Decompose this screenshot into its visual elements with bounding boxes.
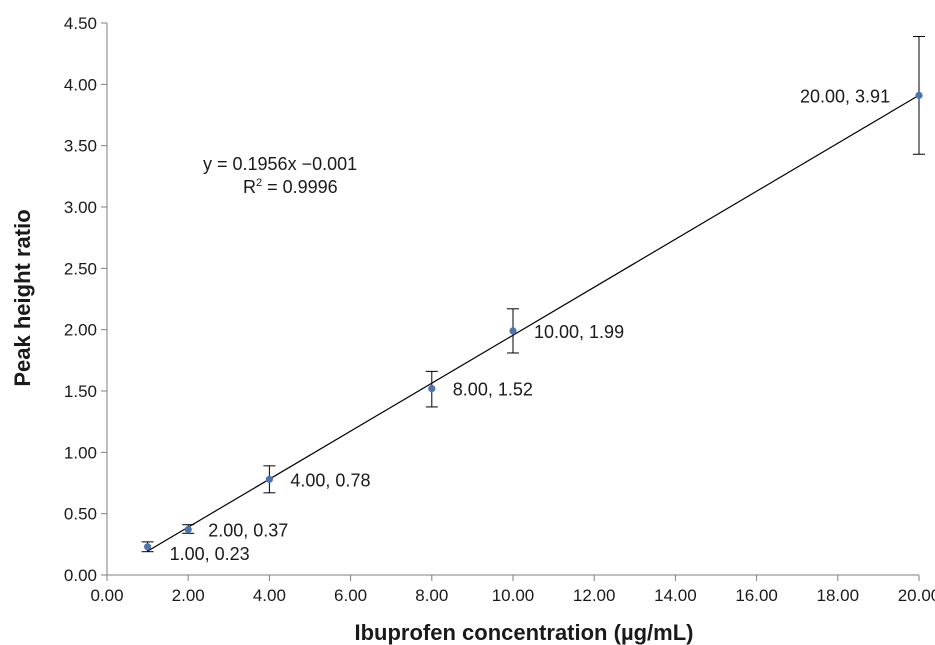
trendline	[147, 94, 920, 552]
x-tick-label: 12.00	[573, 586, 616, 605]
x-tick-label: 4.00	[253, 586, 286, 605]
r-squared-prefix: R	[243, 177, 256, 197]
y-tick-label: 0.50	[64, 505, 97, 524]
error-bars	[141, 35, 925, 553]
data-label: 8.00, 1.52	[453, 380, 533, 400]
x-tick-label: 14.00	[654, 586, 697, 605]
r-squared-value: = 0.9996	[262, 177, 338, 197]
y-tick-label: 1.50	[64, 382, 97, 401]
data-label: 1.00, 0.23	[170, 544, 250, 564]
x-axis-title: Ibuprofen concentration (µg/mL)	[355, 620, 694, 645]
data-point	[509, 327, 517, 335]
y-tick-label: 4.50	[64, 14, 97, 33]
data-point	[428, 384, 436, 393]
trendline-group	[147, 94, 920, 552]
x-tick-label: 16.00	[735, 586, 778, 605]
axes	[106, 23, 919, 576]
x-tick-label: 20.00	[898, 586, 935, 605]
y-tick-label: 0.00	[64, 566, 97, 585]
data-point	[144, 543, 152, 551]
data-labels: 1.00, 0.23 2.00, 0.37 4.00, 0.78 8.00, 1.52…	[170, 86, 890, 563]
data-point	[184, 526, 192, 534]
data-point	[265, 475, 273, 483]
x-ticks: 0.00 2.00 4.00 6.00 8.00 10.00 12.00 14.00 16.00…	[90, 575, 935, 605]
x-tick-label: 6.00	[334, 586, 367, 605]
y-tick-label: 1.00	[64, 443, 97, 462]
y-tick-label: 2.50	[64, 259, 97, 278]
trendline-equation: y = 0.1956x −0.001	[203, 154, 357, 174]
x-tick-label: 2.00	[172, 586, 205, 605]
data-point	[915, 91, 923, 99]
r-squared-superscript: 2	[256, 177, 262, 189]
x-tick-label: 0.00	[90, 586, 123, 605]
data-label: 2.00, 0.37	[208, 521, 288, 541]
y-tick-label: 3.50	[64, 137, 97, 156]
x-tick-label: 18.00	[817, 586, 860, 605]
y-tick-label: 4.00	[64, 75, 97, 94]
x-tick-label: 8.00	[415, 586, 448, 605]
y-tick-label: 3.00	[64, 198, 97, 217]
data-label: 4.00, 0.78	[290, 470, 370, 490]
data-points	[144, 91, 923, 551]
y-tick-label: 2.00	[64, 321, 97, 340]
trendline-r-squared: R2 = 0.9996	[243, 177, 338, 197]
x-tick-label: 10.00	[492, 586, 535, 605]
data-label: 10.00, 1.99	[534, 322, 624, 342]
y-axis-title: Peak height ratio	[10, 209, 35, 386]
y-ticks: 0.00 0.50 1.00 1.50 2.00 2.50 3.00 3.50 4.00 4.50	[64, 14, 107, 585]
data-label: 20.00, 3.91	[800, 86, 890, 106]
